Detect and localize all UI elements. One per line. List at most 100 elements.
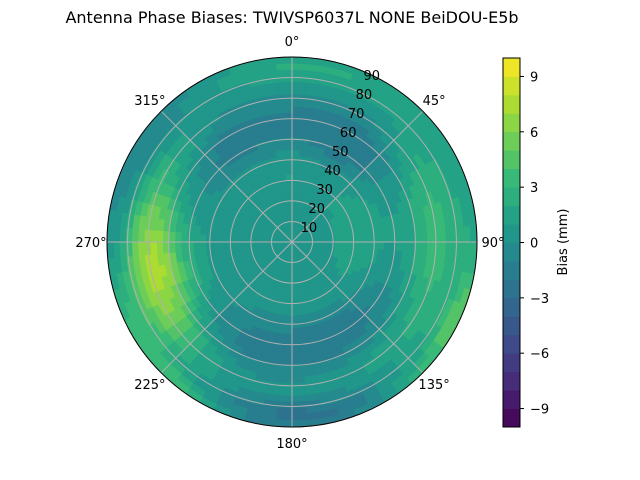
heat-cell [277,75,295,83]
radial-tick-label: 10 [301,221,318,236]
angle-tick-label: 45° [423,94,446,109]
heat-cell [107,239,115,259]
angular-gridline [160,241,293,374]
heat-cell [290,376,305,385]
heat-cell [162,240,170,254]
radial-tick-label: 90 [364,69,381,84]
colorbar-segment [503,94,520,114]
colorbar-segment [503,242,520,262]
colorbar-segment [503,408,520,428]
radial-tick-label: 80 [356,88,373,103]
heat-cell [119,239,127,258]
colorbar-segment [503,297,520,317]
heat-cell [469,225,477,245]
colorbar-label: Bias (mm) [556,209,571,276]
radial-tick-labels: 10 20 30 40 50 60 70 80 90 [301,69,380,236]
colorbar-tick-label: 0 [530,237,538,252]
colorbar-segment [503,390,520,409]
heat-cell [290,358,304,366]
angular-gridline [160,110,293,243]
radial-tick-label: 20 [308,202,325,217]
colorbar-tick-label: −6 [530,347,549,362]
heat-cell [451,227,459,245]
heat-cell [280,118,294,126]
heat-cell [426,229,435,244]
heat-cell [439,228,447,244]
radial-tick-label: 70 [348,107,365,122]
heat-cell [445,227,453,244]
heat-cell [280,112,294,120]
heat-cell [420,229,428,244]
heat-cell [290,389,306,397]
colorbar-segment [503,205,520,225]
angle-tick-label: 0° [285,35,300,50]
heat-cell [149,240,158,255]
heat-cell [290,364,304,372]
angle-tick-label: 225° [134,378,165,393]
colorbar-segment [503,168,520,188]
polar-grid [106,56,478,428]
angular-gridline [291,241,424,374]
heat-cell [131,240,139,257]
heat-cell [463,226,472,245]
heat-cell [276,62,295,71]
heat-cell [276,69,295,77]
radial-tick-label: 60 [340,126,357,141]
angle-tick-label: 180° [276,437,307,452]
heat-cell [290,382,306,391]
chart-title: Antenna Phase Biases: TWIVSP6037L NONE B… [65,8,518,27]
colorbar-segment [503,131,520,151]
heat-cell [278,87,294,95]
heat-cell [137,240,145,256]
colorbar-tick-label: 9 [530,70,538,85]
heat-cell [289,413,308,422]
angle-tick-label: 90° [481,236,504,251]
heat-cell [125,239,133,257]
colorbar-tick-label: −3 [530,292,549,307]
colorbar-segment [503,150,520,170]
radial-tick-label: 30 [316,183,333,198]
colorbar-segment [503,353,520,373]
angle-tick-label: 315° [134,94,165,109]
colorbar: 9 6 3 0 −3 −6 −9 [502,57,549,428]
colorbar-segment [503,334,520,354]
heat-cell [289,401,307,409]
heat-cell [168,240,176,254]
radial-tick-label: 50 [332,145,349,160]
colorbar-segment [503,76,520,96]
colorbar-segment [503,260,520,280]
angle-tick-label: 270° [75,236,106,251]
colorbar-tick-label: 6 [530,126,538,141]
heat-cell [156,240,164,255]
heat-cell [432,228,441,244]
colorbar-segment [503,316,520,336]
colorbar-tick-label: −9 [530,403,549,418]
colorbar-segment [503,58,520,77]
heat-cell [143,240,152,256]
angular-gridline [291,110,424,243]
heat-cell [290,395,307,403]
colorbar-segment [503,371,520,391]
heat-cell [457,226,465,245]
colorbar-segment [503,279,520,299]
heat-cell [408,230,416,244]
heat-cell [289,407,308,415]
heat-cell [289,419,309,427]
colorbar-segment [503,113,520,133]
colorbar-tick-label: 3 [530,181,538,196]
heat-cell [275,57,295,65]
colorbar-segment [503,187,520,206]
radial-tick-label: 40 [324,164,341,179]
heat-cell [277,81,294,89]
heatmap-field [107,57,477,427]
heat-cell [112,239,121,258]
colorbar-segment [503,224,520,243]
heat-cell [414,230,422,244]
polar-outer-ring [106,56,478,428]
heat-cell [290,370,305,378]
heat-cell [278,93,294,102]
heat-cell [279,99,294,108]
angle-tick-label: 135° [418,378,449,393]
angle-tick-labels: 0° 45° 90° 135° 180° 225° 270° 315° [75,35,504,452]
